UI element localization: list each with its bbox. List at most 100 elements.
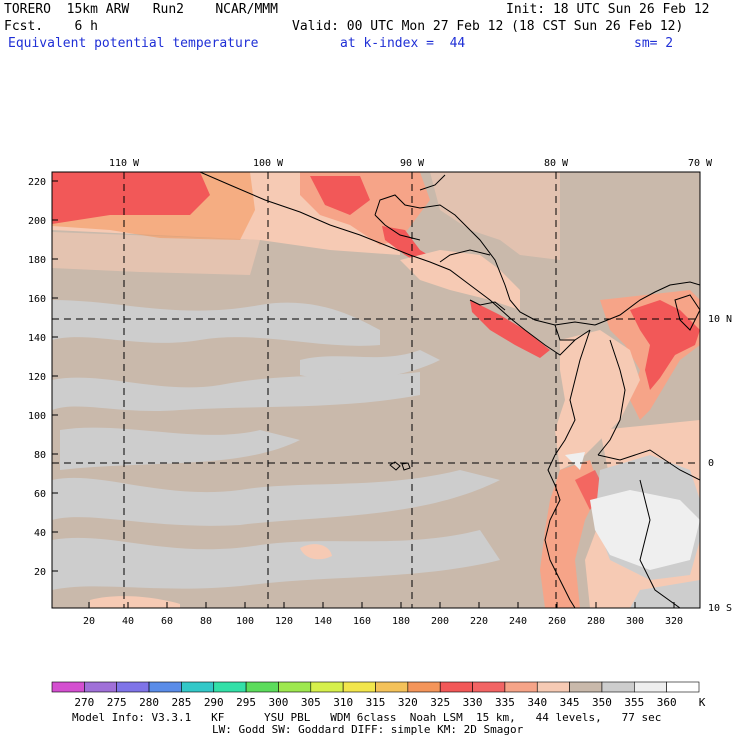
top-lon-labels: 110 W 100 W 90 W 80 W 70 W [109, 158, 713, 169]
bottom-tick-label: 260 [548, 616, 566, 627]
legend-swatch [310, 681, 344, 693]
lon-label-100w: 100 W [253, 158, 284, 169]
legend-swatch [245, 681, 279, 693]
smoothing-value: sm= 2 [634, 36, 674, 51]
valid-time: Valid: 00 UTC Mon 27 Feb 12 (18 CST Sun … [292, 19, 684, 34]
legend-value-label: 320 [397, 696, 418, 709]
model-run-title: TORERO 15km ARW Run2 NCAR/MMM [4, 2, 278, 17]
legend-swatch [213, 681, 247, 693]
lake-maracaibo [674, 294, 700, 331]
legend-value-label: 325 [430, 696, 451, 709]
field-hot-nw [52, 172, 210, 224]
border-honduras [439, 249, 491, 263]
field-name: Equivalent potential temperature [8, 36, 259, 51]
color-legend-bar [51, 681, 700, 693]
coastline-south-america-west [544, 329, 591, 608]
border-peru-brazil [597, 449, 700, 481]
left-grid-ticks: 220 200 180 160 140 120 100 80 60 40 20 [28, 177, 58, 578]
bottom-tick-label: 140 [314, 616, 332, 627]
bottom-tick-label: 280 [587, 616, 605, 627]
coastline-colombia-north [594, 281, 700, 326]
border-colombia-ecuador [597, 339, 626, 456]
coastline-caribbean-side [374, 194, 596, 326]
field-cold-ecuador [565, 452, 585, 470]
map-frame [51, 171, 701, 609]
legend-value-label: 340 [527, 696, 548, 709]
legend-value-label: 355 [624, 696, 645, 709]
legend-swatch [472, 681, 506, 693]
left-tick-label: 40 [34, 528, 46, 539]
legend-value-label: 360 [656, 696, 677, 709]
legend-value-label: 270 [74, 696, 95, 709]
field-swirl-350-b [52, 372, 420, 412]
legend-value-label: 350 [592, 696, 612, 709]
left-tick-label: 160 [28, 294, 46, 305]
bottom-tick-label: 40 [122, 616, 134, 627]
bottom-tick-label: 320 [665, 616, 683, 627]
legend-swatch [278, 681, 312, 693]
legend-value-label: 290 [203, 696, 224, 709]
left-tick-label: 220 [28, 177, 46, 188]
bottom-tick-label: 120 [275, 616, 293, 627]
border-costa-rica [469, 299, 506, 311]
left-tick-label: 180 [28, 255, 46, 266]
physics-info-line: LW: Godd SW: Goddard DIFF: simple KM: 2D… [212, 723, 524, 736]
field-patch-a [300, 544, 332, 560]
left-tick-label: 60 [34, 489, 46, 500]
lon-label-90w: 90 W [400, 158, 425, 169]
coastlines [199, 172, 700, 608]
forecast-hour: Fcst. 6 h [4, 19, 98, 34]
field-swirl-350-f [300, 350, 440, 380]
field-patch-b [90, 596, 180, 608]
legend-swatch [633, 681, 667, 693]
field-swirl-350-e [52, 530, 500, 590]
lon-label-70w: 70 W [688, 158, 713, 169]
lat-lon-grid [52, 172, 700, 608]
legend-swatch [51, 681, 85, 693]
bottom-tick-label: 100 [236, 616, 254, 627]
legend-value-label: 330 [462, 696, 483, 709]
bottom-tick-label: 220 [470, 616, 488, 627]
bottom-tick-label: 300 [626, 616, 644, 627]
border-panama [554, 324, 575, 341]
lat-label-0: 0 [708, 458, 714, 469]
legend-value-label: 285 [171, 696, 192, 709]
legend-swatch [375, 681, 409, 693]
bottom-tick-label: 180 [392, 616, 410, 627]
field-cold-andes [590, 490, 700, 570]
left-tick-label: 140 [28, 333, 46, 344]
field-band-340-north2 [52, 232, 260, 275]
legend-swatch [342, 681, 376, 693]
bottom-tick-label: 20 [83, 616, 95, 627]
coastline-yucatan [419, 174, 446, 191]
legend-swatch [439, 681, 473, 693]
model-info-line: Model Info: V3.3.1 KF YSU PBL WDM 6class… [72, 711, 662, 724]
legend-swatch [84, 681, 117, 693]
legend-value-label: 315 [365, 696, 386, 709]
left-tick-label: 100 [28, 411, 46, 422]
legend-value-label: 275 [106, 696, 127, 709]
field-caribbean-north [430, 172, 560, 260]
bottom-tick-label: 240 [509, 616, 527, 627]
legend-swatch [569, 681, 603, 693]
legend-swatch [116, 681, 150, 693]
lon-label-110w: 110 W [109, 158, 140, 169]
init-time: Init: 18 UTC Sun 26 Feb 12 [506, 2, 710, 17]
lat-label-10s: 10 S [708, 603, 732, 614]
legend-swatch [536, 681, 570, 693]
legend-swatch [601, 681, 635, 693]
border-mexico-guatemala [374, 214, 421, 241]
field-swirl-350-d [52, 470, 500, 526]
legend-value-label: 310 [333, 696, 354, 709]
legend-swatch [407, 681, 441, 693]
bottom-tick-label: 80 [200, 616, 212, 627]
bottom-grid-ticks: 20 40 60 80 100 120 140 160 180 200 220 240 260 280 30… [83, 602, 683, 627]
legend-value-label: 305 [300, 696, 321, 709]
left-tick-label: 200 [28, 216, 46, 227]
field-swirl-350-a [52, 300, 380, 346]
field-swirl-350-c [60, 427, 300, 470]
lat-label-10n: 10 N [708, 314, 732, 325]
legend-value-label: 295 [236, 696, 257, 709]
right-lat-labels: 10 N 0 10 S [708, 314, 732, 614]
